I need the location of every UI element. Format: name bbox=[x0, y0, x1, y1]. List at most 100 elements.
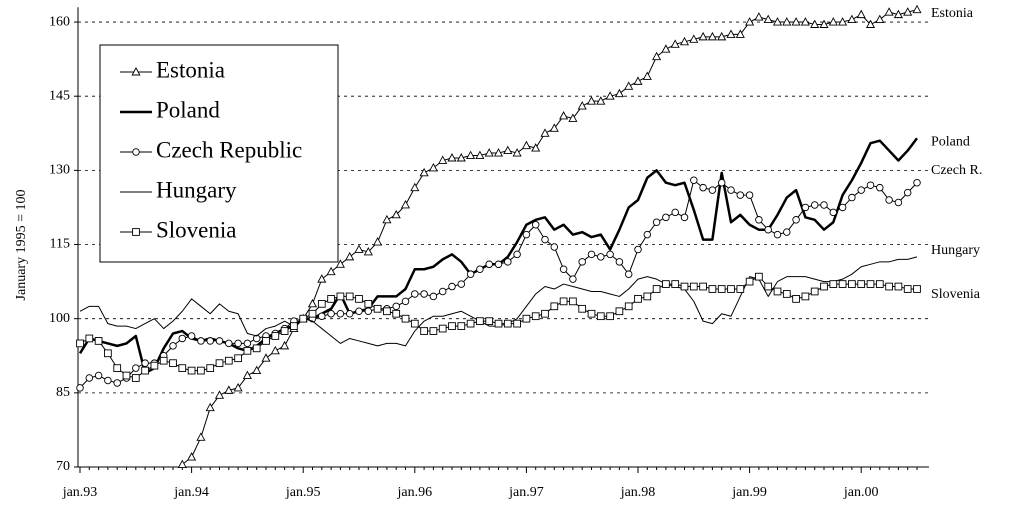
point bbox=[438, 324, 447, 333]
point bbox=[652, 218, 661, 227]
point bbox=[727, 186, 735, 194]
point bbox=[466, 270, 475, 278]
point bbox=[262, 337, 270, 345]
point bbox=[903, 188, 912, 197]
point bbox=[400, 200, 411, 209]
point bbox=[522, 230, 531, 239]
point bbox=[448, 282, 456, 291]
point bbox=[419, 167, 429, 177]
point bbox=[550, 243, 559, 251]
x-tick-label: jan.94 bbox=[173, 485, 209, 500]
point bbox=[792, 295, 800, 303]
point bbox=[503, 145, 513, 155]
series-line bbox=[79, 256, 918, 347]
point bbox=[354, 244, 364, 253]
point bbox=[448, 322, 456, 330]
point bbox=[225, 339, 233, 348]
point bbox=[755, 272, 763, 281]
point bbox=[457, 322, 466, 330]
point bbox=[913, 285, 921, 293]
point bbox=[913, 178, 921, 187]
point bbox=[633, 76, 643, 85]
point bbox=[494, 319, 503, 328]
point bbox=[94, 337, 103, 345]
point bbox=[252, 365, 262, 375]
x-tick-label: jan.98 bbox=[620, 485, 656, 500]
point bbox=[364, 307, 373, 316]
point bbox=[355, 307, 363, 316]
x-tick-label: jan.93 bbox=[62, 485, 98, 500]
y-tick-label: 85 bbox=[56, 385, 70, 400]
point bbox=[661, 44, 671, 53]
point bbox=[875, 14, 885, 24]
point bbox=[903, 7, 913, 16]
point bbox=[671, 208, 679, 217]
point bbox=[717, 285, 726, 293]
y-tick-label: 130 bbox=[49, 163, 70, 178]
point bbox=[521, 140, 531, 150]
y-axis-label: January 1995 = 100 bbox=[14, 190, 29, 301]
point bbox=[865, 19, 876, 28]
point bbox=[689, 34, 699, 43]
point bbox=[689, 282, 698, 291]
series-end-label: Estonia bbox=[931, 6, 974, 21]
point bbox=[893, 9, 903, 19]
point bbox=[810, 201, 819, 209]
point bbox=[243, 346, 252, 355]
point bbox=[643, 292, 652, 301]
point bbox=[699, 282, 707, 291]
point bbox=[736, 285, 745, 293]
point bbox=[299, 314, 308, 323]
point bbox=[671, 280, 680, 288]
point bbox=[662, 213, 670, 222]
point bbox=[838, 203, 847, 212]
point bbox=[512, 148, 522, 157]
point bbox=[764, 225, 772, 234]
point bbox=[680, 213, 689, 222]
point bbox=[383, 307, 391, 316]
point bbox=[317, 299, 326, 308]
point bbox=[382, 214, 392, 224]
point bbox=[856, 9, 866, 19]
point bbox=[345, 292, 354, 301]
point bbox=[438, 155, 448, 164]
point bbox=[587, 309, 596, 318]
point bbox=[411, 290, 419, 298]
point bbox=[643, 230, 652, 239]
point bbox=[624, 270, 633, 278]
point bbox=[847, 14, 857, 24]
legend-marker bbox=[132, 148, 140, 156]
point bbox=[614, 88, 624, 98]
point bbox=[838, 17, 848, 26]
point bbox=[801, 292, 810, 301]
point bbox=[85, 374, 94, 382]
point bbox=[848, 193, 856, 202]
point bbox=[772, 17, 783, 26]
point bbox=[597, 253, 605, 261]
point bbox=[513, 250, 521, 259]
point bbox=[829, 280, 838, 288]
point bbox=[410, 319, 419, 328]
point bbox=[466, 150, 476, 159]
point bbox=[755, 216, 763, 224]
point bbox=[187, 366, 196, 375]
point bbox=[912, 4, 922, 14]
point bbox=[271, 332, 280, 340]
point bbox=[428, 162, 438, 172]
point bbox=[894, 282, 903, 291]
point bbox=[252, 344, 261, 353]
point bbox=[466, 319, 475, 328]
point bbox=[763, 14, 773, 24]
y-tick-label: 115 bbox=[50, 237, 70, 252]
point bbox=[270, 345, 280, 355]
point bbox=[745, 17, 755, 26]
point bbox=[214, 390, 225, 399]
point bbox=[363, 246, 373, 256]
point bbox=[410, 182, 420, 192]
point bbox=[447, 153, 457, 162]
legend-marker bbox=[132, 228, 140, 236]
point bbox=[345, 251, 355, 261]
point bbox=[485, 317, 494, 326]
point bbox=[894, 198, 903, 207]
